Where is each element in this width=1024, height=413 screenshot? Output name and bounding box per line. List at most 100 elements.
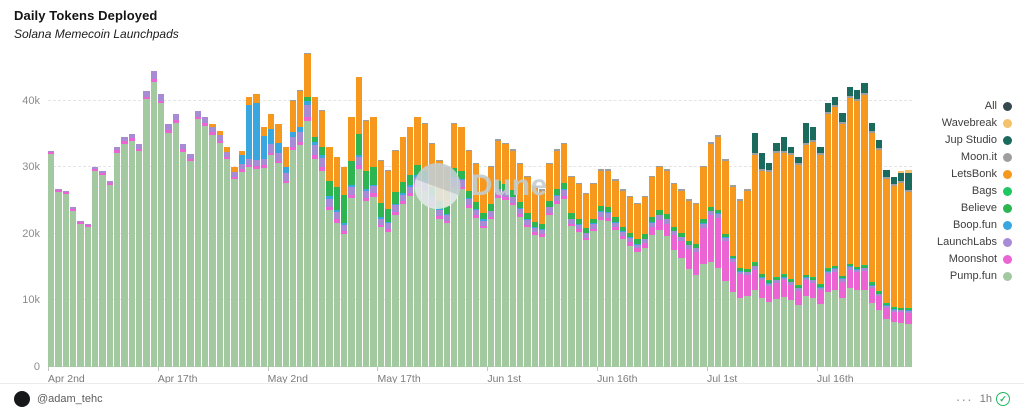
bar-column[interactable] (231, 54, 238, 367)
bar-column[interactable] (612, 54, 619, 367)
bar-column[interactable] (414, 54, 421, 367)
bar-column[interactable] (267, 54, 275, 367)
bar-column[interactable] (502, 54, 509, 367)
legend-item-wavebreak[interactable]: Wavebreak (942, 117, 1012, 129)
bar-column[interactable] (656, 54, 663, 367)
legend-item-moon-it[interactable]: Moon.it (961, 151, 1012, 163)
bar-column[interactable] (590, 54, 597, 367)
bar-column[interactable] (304, 53, 311, 367)
legend-item-letsbonk[interactable]: LetsBonk (951, 168, 1012, 180)
bar-column[interactable] (451, 54, 458, 367)
bar-column[interactable] (392, 54, 399, 367)
bar-column[interactable] (128, 54, 135, 367)
bar-column[interactable] (341, 54, 348, 367)
bar-column[interactable] (443, 54, 451, 367)
bar-column[interactable] (289, 54, 297, 367)
bar-column[interactable] (121, 54, 128, 367)
bar-column[interactable] (238, 54, 245, 367)
bar-column[interactable] (135, 54, 143, 367)
bar-column[interactable] (275, 54, 282, 367)
bar-column[interactable] (575, 54, 582, 367)
bar-column[interactable] (106, 54, 113, 367)
legend-item-believe[interactable]: Believe (961, 202, 1012, 214)
bar-column[interactable] (810, 54, 817, 367)
bar-column[interactable] (253, 54, 260, 367)
bar-column[interactable] (91, 54, 99, 367)
bar-column[interactable] (898, 54, 905, 367)
bar-column[interactable] (883, 54, 890, 367)
overflow-menu-icon[interactable]: ··· (955, 390, 973, 407)
bar-column[interactable] (736, 54, 744, 367)
legend-item-jup-studio[interactable]: Jup Studio (945, 134, 1012, 146)
bar-column[interactable] (868, 54, 876, 367)
bar-column[interactable] (348, 54, 355, 367)
bar-column[interactable] (399, 54, 407, 367)
bar-column[interactable] (319, 54, 326, 367)
bar-column[interactable] (377, 54, 385, 367)
bar-column[interactable] (143, 54, 150, 367)
bar-column[interactable] (407, 54, 414, 367)
bar-column[interactable] (282, 54, 289, 367)
bar-column[interactable] (436, 54, 443, 367)
bar-column[interactable] (604, 54, 612, 367)
bar-column[interactable] (634, 54, 641, 367)
bar-column[interactable] (619, 54, 626, 367)
bar-column[interactable] (363, 54, 370, 367)
bar-column[interactable] (582, 54, 590, 367)
bar-column[interactable] (832, 54, 839, 367)
bar-column[interactable] (817, 54, 824, 367)
freshness-badge[interactable]: 1h ✓ (980, 391, 1010, 406)
bar-column[interactable] (802, 54, 810, 367)
bar-column[interactable] (223, 54, 231, 367)
bar-column[interactable] (714, 54, 722, 367)
bar-column[interactable] (172, 54, 179, 367)
legend-item-all[interactable]: All (985, 100, 1012, 112)
bar-column[interactable] (157, 54, 165, 367)
bar-column[interactable] (216, 54, 223, 367)
bar-column[interactable] (641, 54, 648, 367)
bar-column[interactable] (890, 54, 898, 367)
bar-column[interactable] (458, 54, 465, 367)
bar-column[interactable] (465, 54, 473, 367)
bar-column[interactable] (326, 54, 333, 367)
bar-column[interactable] (531, 54, 538, 367)
author-avatar[interactable] (14, 390, 30, 407)
bar-column[interactable] (311, 54, 319, 367)
bar-column[interactable] (678, 54, 685, 367)
bar-column[interactable] (751, 54, 758, 367)
author-handle[interactable]: @adam_tehc (37, 392, 103, 405)
bar-column[interactable] (480, 54, 487, 367)
bar-column[interactable] (568, 54, 575, 367)
bar-column[interactable] (553, 54, 560, 367)
bar-column[interactable] (560, 54, 568, 367)
bar-column[interactable] (758, 54, 766, 367)
bar-column[interactable] (113, 54, 121, 367)
bar-column[interactable] (773, 54, 780, 367)
bar-column[interactable] (487, 54, 495, 367)
bar-column[interactable] (905, 54, 912, 367)
bar-column[interactable] (824, 54, 832, 367)
bar-column[interactable] (150, 54, 157, 367)
bar-column[interactable] (187, 54, 194, 367)
bar-column[interactable] (69, 54, 77, 367)
bar-column[interactable] (626, 54, 634, 367)
bar-column[interactable] (245, 54, 253, 367)
bar-column[interactable] (722, 54, 729, 367)
bar-column[interactable] (766, 54, 773, 367)
bar-column[interactable] (370, 54, 377, 367)
bar-column[interactable] (165, 54, 172, 367)
legend-item-launchlabs[interactable]: LaunchLabs (937, 236, 1012, 248)
bar-column[interactable] (333, 54, 341, 367)
bar-column[interactable] (48, 54, 55, 367)
bar-column[interactable] (209, 54, 216, 367)
bar-column[interactable] (77, 54, 84, 367)
bar-column[interactable] (421, 54, 429, 367)
bar-column[interactable] (648, 54, 656, 367)
bar-column[interactable] (729, 54, 736, 367)
bar-column[interactable] (517, 54, 524, 367)
legend-item-moonshot[interactable]: Moonshot (949, 253, 1012, 265)
bar-column[interactable] (509, 54, 516, 367)
bar-column[interactable] (201, 54, 209, 367)
bar-column[interactable] (55, 54, 62, 367)
bar-column[interactable] (670, 54, 678, 367)
